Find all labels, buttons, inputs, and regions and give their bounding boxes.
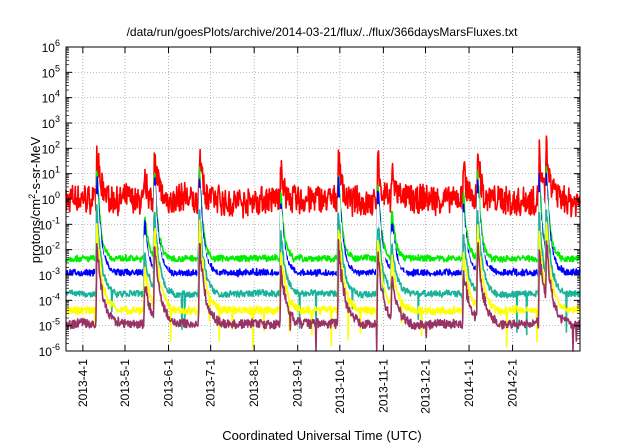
series-layer [65,135,581,352]
series-line-1 [65,135,581,219]
x-axis-label: Coordinated Universal Time (UTC) [222,428,421,443]
series-line-5 [65,204,581,336]
y-axis-label: protons/cm2-s-sr-MeV [27,136,43,263]
x-tick-label: 2013-4-1 [76,359,90,407]
svg-text:protons/cm2-s-sr-MeV: protons/cm2-s-sr-MeV [27,136,43,263]
chart-title: /data/run/goesPlots/archive/2014-03-21/f… [127,25,519,39]
x-tick-label: 2013-7-1 [204,359,218,407]
y-tick-label: 10-3 [39,266,60,283]
y-tick-label: 106 [42,38,60,55]
x-tick-label: 2013-6-1 [162,359,176,407]
y-tick-label: 10-5 [39,317,60,334]
x-tick-label: 2013-11-1 [376,359,390,413]
y-tick-label: 104 [42,89,60,106]
y-tick-label: 10-1 [39,215,60,232]
series-line-4 [65,185,581,281]
series-line-6 [65,219,581,349]
y-axis-label-rest: -s-sr-MeV [28,136,43,193]
series-line-7 [65,239,581,352]
x-tick-label: 2014-2-1 [506,359,520,407]
y-tick-label: 105 [42,63,60,80]
ticks: 10-6 10-5 10-4 10-3 10-2 10-1 100 101 102 103 104 1… [39,38,580,414]
y-tick-label: 10-6 [39,342,60,359]
y-tick-label: 10-4 [39,291,60,308]
x-tick-label: 2013-12-1 [419,359,433,414]
x-tick-label: 2013-8-1 [247,359,261,407]
x-tick-label: 2013-10-1 [333,359,347,414]
y-axis-label-sup: 2 [27,194,37,199]
x-tick-label: 2014-1-1 [462,359,476,407]
y-tick-label: 102 [42,139,60,156]
y-tick-label: 101 [42,165,60,182]
x-tick-label: 2013-9-1 [291,359,305,407]
series-line-2 [65,166,581,264]
y-axis-label-base: protons/cm [28,199,43,263]
y-tick-label: 103 [42,114,60,131]
x-tick-label: 2013-5-1 [118,359,132,407]
y-tick-label: 10-2 [39,241,60,258]
y-tick-label: 100 [42,190,60,207]
